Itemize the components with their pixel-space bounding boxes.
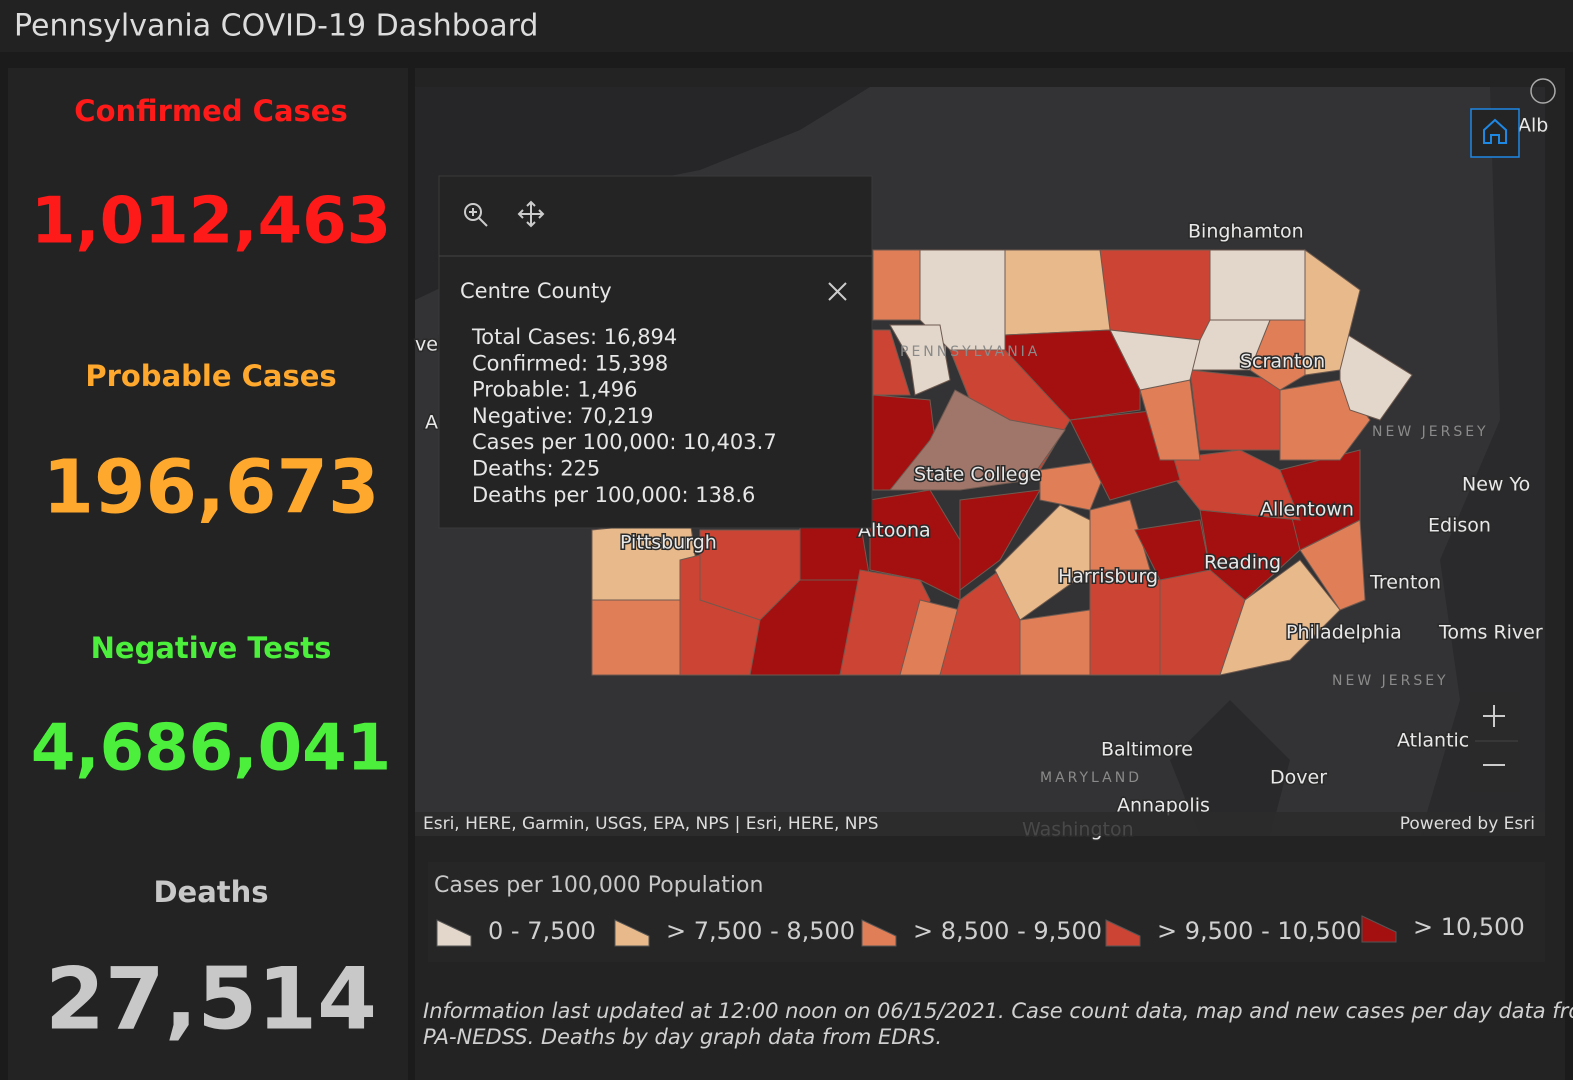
footer-note: Information last updated at 12:00 noon o…	[423, 999, 1573, 1023]
map-labels: Binghamton Scranton State College Allent…	[414, 113, 1550, 842]
popup-field: Deaths per 100,000: 138.6	[472, 483, 755, 507]
city-label: Dover	[1270, 767, 1327, 789]
stat-value: 196,673	[42, 445, 379, 531]
city-label: Toms River	[1438, 622, 1543, 644]
county	[1039, 459, 1111, 511]
footer-note: PA-NEDSS. Deaths by day graph data from …	[423, 1025, 942, 1049]
city-label: Scranton	[1240, 351, 1325, 373]
county	[1019, 609, 1091, 676]
county	[959, 489, 1041, 591]
county	[1099, 249, 1211, 341]
region-label: NEW JERSEY	[1372, 424, 1489, 440]
attribution-bar	[415, 812, 1545, 836]
region-label: NEW JERSEY	[1332, 673, 1449, 689]
county	[1339, 329, 1413, 421]
stat-label: Negative Tests	[91, 631, 332, 665]
county	[1159, 449, 1301, 521]
region-label: MARYLAND	[1040, 770, 1142, 786]
popup-field: Confirmed: 15,398	[472, 351, 668, 375]
county	[889, 324, 951, 396]
county	[1209, 249, 1306, 321]
county	[1089, 499, 1151, 571]
city-label: Allentown	[1260, 499, 1354, 521]
attribution: Esri, HERE, Garmin, USGS, EPA, NPS | Esr…	[423, 814, 879, 834]
city-label: Philadelphia	[1286, 622, 1402, 644]
legend-swatch	[436, 919, 472, 947]
popup: Centre County Total Cases: 16,894Confirm…	[438, 175, 873, 529]
popup-field: Total Cases: 16,894	[471, 325, 677, 349]
stat-value: 27,514	[45, 949, 377, 1049]
city-label: Trenton	[1369, 572, 1441, 594]
home-button[interactable]	[1470, 108, 1520, 158]
legend-swatch	[1105, 919, 1141, 947]
zoom-to-icon-detail	[469, 208, 488, 227]
legend-swatch	[861, 919, 897, 947]
county	[1189, 369, 1281, 451]
stats-panel	[8, 68, 408, 1080]
legend-label: > 7,500 - 8,500	[666, 917, 855, 945]
county	[872, 249, 921, 321]
city-label: Pittsburgh	[620, 532, 717, 554]
stat-label: Deaths	[153, 875, 268, 909]
lake	[415, 87, 870, 300]
home-icon	[1483, 118, 1507, 144]
city-label: Edison	[1428, 515, 1491, 537]
zoom-to-icon[interactable]	[464, 203, 482, 221]
stat-value: 4,686,041	[31, 712, 391, 786]
city-label: A	[425, 412, 438, 434]
header-bar	[0, 0, 1573, 52]
city-label: State College	[914, 464, 1041, 486]
stats: Confirmed Cases 1,012,463 Probable Cases 19…	[31, 94, 391, 1049]
popup-field: Negative: 70,219	[472, 404, 653, 428]
legend-swatch	[1361, 915, 1397, 943]
legend-swatch	[614, 919, 650, 947]
powered-by: Powered by Esri	[1400, 814, 1535, 834]
zoom-in[interactable]	[1483, 705, 1505, 727]
city-label: Reading	[1204, 552, 1281, 574]
city-label: Alb	[1518, 115, 1548, 137]
city-label: Harrisburg	[1058, 566, 1158, 588]
popup-title: Centre County	[460, 279, 612, 303]
popup-field: Probable: 1,496	[472, 378, 637, 402]
legend-label: > 9,500 - 10,500	[1157, 917, 1361, 945]
county	[872, 329, 911, 396]
close-button[interactable]	[828, 282, 847, 301]
popup-box	[438, 175, 873, 529]
counties	[591, 249, 1413, 676]
ocean	[1420, 87, 1545, 836]
stat-label: Probable Cases	[85, 359, 336, 393]
legend-label: > 10,500	[1413, 913, 1525, 941]
bay	[1170, 700, 1290, 836]
city-label: Baltimore	[1101, 739, 1193, 761]
selected-county[interactable]	[888, 389, 1066, 491]
legend-panel	[428, 862, 1545, 962]
region-label: PENNSYLVANIA	[900, 344, 1040, 360]
county	[1004, 249, 1111, 336]
dashboard-title: Pennsylvania COVID-19 Dashboard	[14, 9, 538, 44]
popup-field: Deaths: 225	[472, 457, 600, 481]
city-label: Atlantic	[1397, 730, 1469, 752]
legend-label: > 8,500 - 9,500	[913, 917, 1102, 945]
legend-items: 0 - 7,500 > 7,500 - 8,500 > 8,500 - 9,500 >…	[436, 913, 1525, 947]
popup-field: Cases per 100,000: 10,403.7	[472, 430, 777, 454]
stat-value: 1,012,463	[31, 185, 391, 259]
legend-label: 0 - 7,500	[488, 917, 596, 945]
fullscreen-button[interactable]	[1530, 78, 1556, 104]
county	[1219, 559, 1341, 676]
stat-label: Confirmed Cases	[74, 94, 347, 128]
legend-title: Cases per 100,000 Population	[434, 873, 763, 898]
city-label: New Yo	[1462, 474, 1530, 496]
city-label: Binghamton	[1188, 221, 1304, 243]
pan-icon[interactable]	[517, 200, 545, 228]
